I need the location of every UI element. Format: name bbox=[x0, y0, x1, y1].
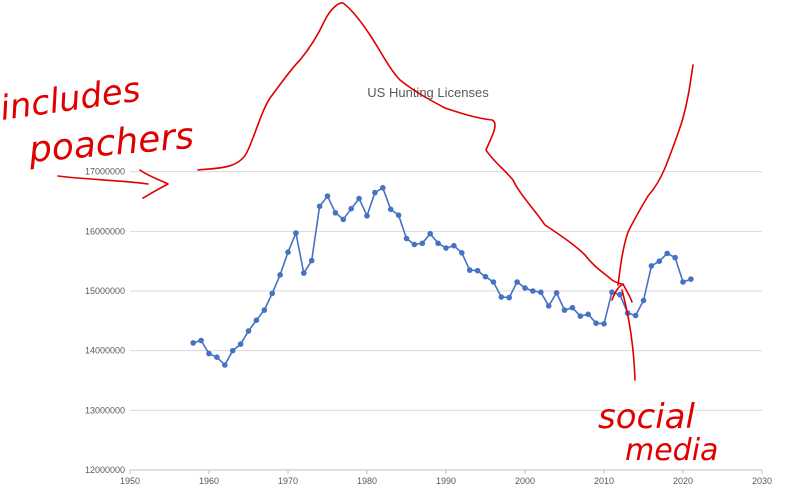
x-tick-2010: 2010 bbox=[594, 476, 614, 486]
point-1990 bbox=[443, 245, 449, 251]
y-tick-16000000: 16000000 bbox=[85, 226, 125, 236]
point-1986 bbox=[411, 241, 418, 248]
red-arrow-to-line bbox=[57, 169, 169, 199]
point-1992 bbox=[459, 250, 465, 256]
point-1978 bbox=[348, 205, 355, 212]
x-tick-1950: 1950 bbox=[120, 476, 140, 486]
point-1994 bbox=[474, 267, 481, 274]
point-2021 bbox=[688, 276, 694, 282]
point-1980 bbox=[364, 213, 370, 219]
point-2011 bbox=[609, 289, 615, 296]
point-2009 bbox=[593, 320, 599, 327]
point-1958 bbox=[190, 340, 196, 346]
point-1979 bbox=[356, 195, 362, 202]
point-1999 bbox=[514, 279, 520, 285]
point-2004 bbox=[553, 290, 560, 296]
axes bbox=[129, 469, 763, 474]
point-1960 bbox=[206, 350, 212, 357]
x-tick-1990: 1990 bbox=[436, 476, 456, 486]
point-2003 bbox=[545, 303, 552, 309]
point-1969 bbox=[277, 272, 283, 278]
point-1972 bbox=[301, 270, 307, 276]
gridlines bbox=[130, 171, 762, 411]
y-tick-14000000: 14000000 bbox=[85, 346, 125, 356]
y-tick-15000000: 15000000 bbox=[85, 286, 125, 296]
red-arrow-to-2012 bbox=[611, 283, 636, 381]
point-1974 bbox=[316, 203, 323, 210]
point-2007 bbox=[577, 313, 584, 319]
point-2000 bbox=[522, 285, 528, 291]
point-1961 bbox=[214, 354, 220, 361]
point-1973 bbox=[308, 257, 315, 264]
point-1981 bbox=[372, 189, 378, 196]
point-2020 bbox=[680, 279, 686, 285]
x-tick-2020: 2020 bbox=[673, 476, 693, 486]
y-tick-13000000: 13000000 bbox=[85, 405, 125, 415]
point-2018 bbox=[664, 250, 670, 257]
point-1963 bbox=[229, 347, 236, 354]
point-2005 bbox=[561, 307, 568, 313]
point-1998 bbox=[506, 294, 512, 301]
x-tick-1970: 1970 bbox=[278, 476, 298, 486]
series-us-hunting-licenses bbox=[192, 186, 692, 367]
x-tick-2030: 2030 bbox=[752, 476, 772, 486]
red-freehand-curve-right bbox=[617, 64, 694, 286]
point-2014 bbox=[632, 312, 639, 319]
point-2012 bbox=[617, 291, 623, 298]
point-1997 bbox=[498, 294, 505, 300]
point-1962 bbox=[222, 362, 228, 368]
point-1995 bbox=[482, 273, 489, 280]
y-tick-labels: 12000000 13000000 14000000 15000000 16000000… bbox=[85, 167, 125, 475]
point-1987 bbox=[419, 240, 426, 247]
point-1975 bbox=[324, 193, 331, 199]
annotation-social: social bbox=[598, 397, 695, 437]
point-2006 bbox=[569, 304, 576, 311]
data-points bbox=[190, 185, 694, 368]
point-2016 bbox=[648, 263, 655, 269]
red-freehand-curve-left bbox=[197, 2, 624, 286]
series-line bbox=[192, 186, 692, 367]
x-tick-labels: 1950 1960 1970 1980 1990 2000 2010 2020 2030 bbox=[120, 476, 772, 486]
point-1996 bbox=[490, 279, 497, 285]
x-tick-1980: 1980 bbox=[357, 476, 377, 486]
point-2017 bbox=[656, 258, 663, 265]
point-2019 bbox=[672, 254, 678, 261]
point-1967 bbox=[261, 307, 268, 313]
point-1964 bbox=[237, 341, 244, 347]
point-2008 bbox=[585, 311, 591, 318]
annotation-media: media bbox=[625, 433, 718, 468]
x-tick-1960: 1960 bbox=[199, 476, 219, 486]
point-1959 bbox=[198, 337, 204, 344]
point-2010 bbox=[601, 321, 607, 327]
point-1985 bbox=[403, 235, 410, 242]
point-2015 bbox=[640, 297, 647, 304]
y-tick-12000000: 12000000 bbox=[85, 465, 125, 475]
point-2002 bbox=[538, 289, 544, 296]
point-1970 bbox=[285, 249, 291, 255]
point-1976 bbox=[332, 210, 339, 216]
chart-title: US Hunting Licenses bbox=[367, 85, 489, 100]
point-1982 bbox=[380, 185, 386, 191]
y-tick-17000000: 17000000 bbox=[85, 167, 125, 177]
point-1984 bbox=[395, 212, 402, 218]
point-1971 bbox=[293, 230, 299, 236]
annotation-poachers: poachers bbox=[26, 116, 195, 171]
point-1965 bbox=[245, 328, 252, 334]
point-1966 bbox=[253, 317, 260, 324]
point-1977 bbox=[340, 216, 347, 223]
point-1983 bbox=[387, 206, 394, 213]
point-1993 bbox=[466, 267, 473, 273]
point-1968 bbox=[269, 290, 276, 297]
point-1988 bbox=[427, 230, 434, 237]
x-tick-2000: 2000 bbox=[515, 476, 535, 486]
annotation-includes: includes bbox=[0, 70, 143, 129]
point-1989 bbox=[435, 240, 441, 247]
point-1991 bbox=[451, 242, 457, 249]
point-2001 bbox=[530, 288, 536, 294]
